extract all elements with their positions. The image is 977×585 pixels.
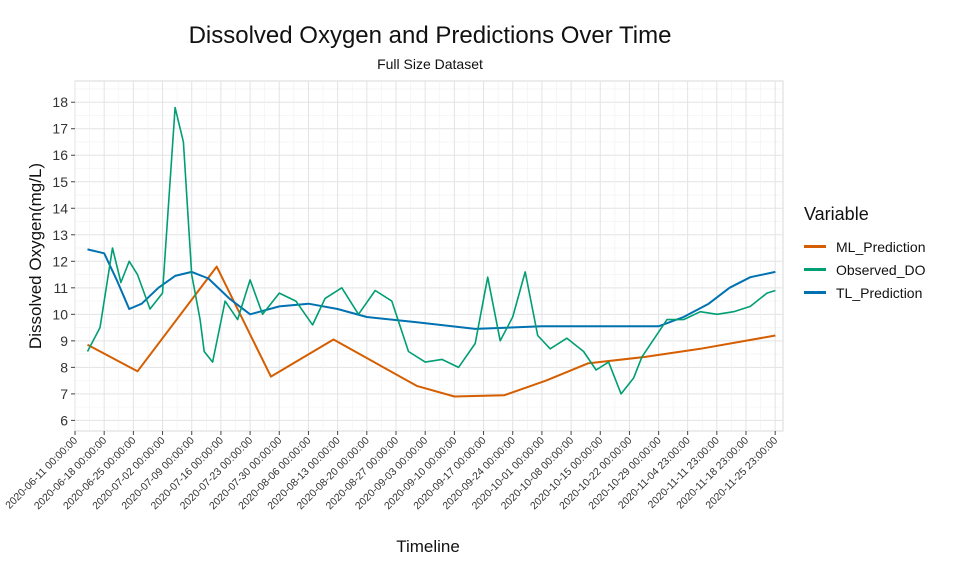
y-tick-label: 8 [60, 359, 68, 375]
legend-key-tl-prediction [804, 291, 826, 294]
y-axis: 6 7 8 9 10 11 12 13 14 15 16 17 18 [52, 94, 75, 428]
y-tick-label: 10 [52, 306, 68, 322]
y-tick-label: 15 [52, 174, 68, 190]
series-line-tl-prediction [87, 248, 776, 330]
legend-item-observed-do: Observed_DO [804, 258, 926, 281]
y-tick-label: 13 [52, 227, 68, 243]
y-tick-label: 6 [60, 412, 68, 428]
y-tick-label: 17 [52, 121, 68, 137]
legend-title: Variable [804, 204, 869, 224]
y-tick-label: 12 [52, 253, 68, 269]
y-tick-label: 7 [60, 386, 68, 402]
y-tick-label: 18 [52, 94, 68, 110]
series-layer [86, 106, 776, 398]
legend-key-ml-prediction [804, 245, 826, 248]
series-line-observed-do [86, 106, 776, 395]
plot-panel [74, 80, 784, 432]
legend-key-observed-do [804, 268, 826, 271]
legend: Variable ML_Prediction Observed_DO TL_Pr… [804, 204, 926, 304]
legend-label: ML_Prediction [836, 238, 926, 255]
chart-subtitle: Full Size Dataset [377, 56, 483, 72]
legend-item-tl-prediction: TL_Prediction [804, 281, 926, 304]
chart-title: Dissolved Oxygen and Predictions Over Ti… [188, 22, 672, 49]
y-tick-label: 16 [52, 147, 68, 163]
series-line-ml-prediction [87, 265, 776, 398]
legend-label: TL_Prediction [836, 284, 923, 301]
grid [74, 80, 784, 432]
legend-item-ml-prediction: ML_Prediction [804, 235, 926, 258]
legend-label: Observed_DO [836, 261, 926, 278]
y-tick-label: 11 [53, 280, 68, 296]
y-tick-label: 14 [52, 200, 68, 216]
x-axis-label: Timeline [396, 537, 460, 556]
y-tick-label: 9 [60, 333, 68, 349]
y-axis-label: Dissolved Oxygen(mg/L) [26, 163, 45, 349]
